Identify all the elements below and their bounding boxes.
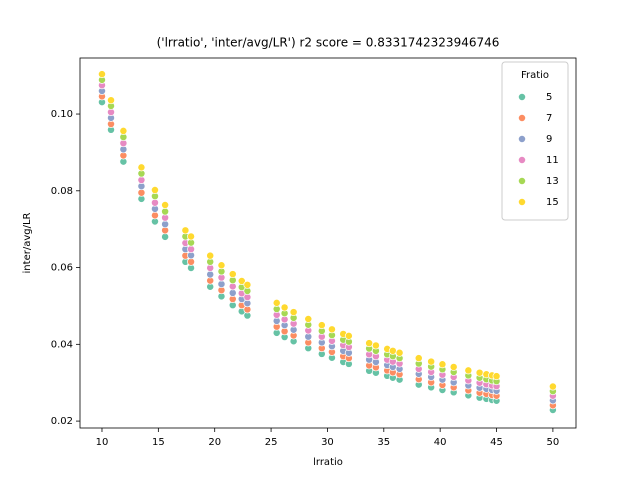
legend-marker [518, 114, 526, 122]
point [151, 211, 159, 220]
x-tick-label: 20 [208, 437, 221, 448]
point [98, 70, 106, 79]
legend-title: Fratio [521, 70, 549, 81]
point [475, 368, 484, 377]
point [181, 226, 190, 235]
point [206, 251, 215, 260]
x-tick-label: 30 [321, 437, 334, 448]
point [161, 207, 170, 216]
point [228, 288, 237, 297]
x-axis-label: lrratio [313, 457, 343, 468]
legend-label: 15 [546, 197, 559, 208]
point [228, 270, 237, 279]
plot-frame [79, 57, 577, 429]
point [161, 220, 170, 229]
chart-title: ('lrratio', 'inter/avg/LR') r2 score = 0… [157, 36, 500, 50]
legend-marker [518, 177, 526, 185]
point [395, 348, 404, 357]
point [289, 308, 298, 317]
point [317, 321, 326, 330]
legend-marker [518, 198, 526, 206]
point [427, 357, 436, 366]
point [237, 277, 246, 285]
legend-label: 7 [546, 113, 552, 124]
x-tick-label: 25 [265, 437, 278, 448]
point [187, 245, 195, 254]
y-axis-label: inter/avg/LR [22, 212, 33, 273]
point [327, 325, 336, 334]
point [449, 363, 458, 371]
legend-marker [518, 135, 526, 143]
point [217, 261, 226, 270]
point [217, 280, 226, 289]
y-tick-label: 0.10 [51, 109, 73, 120]
x-tick-label: 45 [490, 437, 503, 448]
point [151, 198, 159, 207]
x-tick-label: 50 [547, 437, 560, 448]
y-tick-label: 0.04 [51, 339, 73, 350]
point [137, 176, 146, 185]
y-tick-label: 0.06 [51, 263, 73, 274]
point [304, 315, 313, 323]
point [187, 232, 195, 241]
point [107, 96, 115, 105]
point [414, 354, 423, 363]
point [206, 270, 215, 279]
point [464, 366, 473, 375]
point [137, 188, 146, 197]
point [187, 257, 195, 266]
y-tick-label: 0.02 [51, 416, 73, 427]
point [548, 382, 557, 391]
y-tick-label: 0.08 [51, 186, 73, 197]
point [161, 201, 170, 209]
point [137, 163, 146, 172]
legend-label: 9 [546, 134, 552, 145]
point [272, 298, 281, 307]
point [344, 331, 353, 340]
legend-label: 13 [546, 176, 559, 187]
legend-marker [518, 156, 526, 164]
point [151, 186, 159, 194]
point [371, 341, 380, 350]
point [365, 339, 374, 348]
legend-label: 5 [546, 92, 552, 103]
point [119, 126, 128, 135]
point [243, 280, 252, 289]
point [280, 303, 289, 312]
point [161, 232, 170, 241]
x-tick-label: 15 [152, 437, 165, 448]
legend-label: 11 [546, 155, 559, 166]
x-tick-label: 40 [434, 437, 447, 448]
x-tick-label: 35 [377, 437, 390, 448]
legend-marker [518, 93, 526, 101]
point [438, 360, 447, 369]
point [492, 372, 501, 381]
point [388, 346, 397, 355]
x-tick-label: 10 [96, 437, 109, 448]
